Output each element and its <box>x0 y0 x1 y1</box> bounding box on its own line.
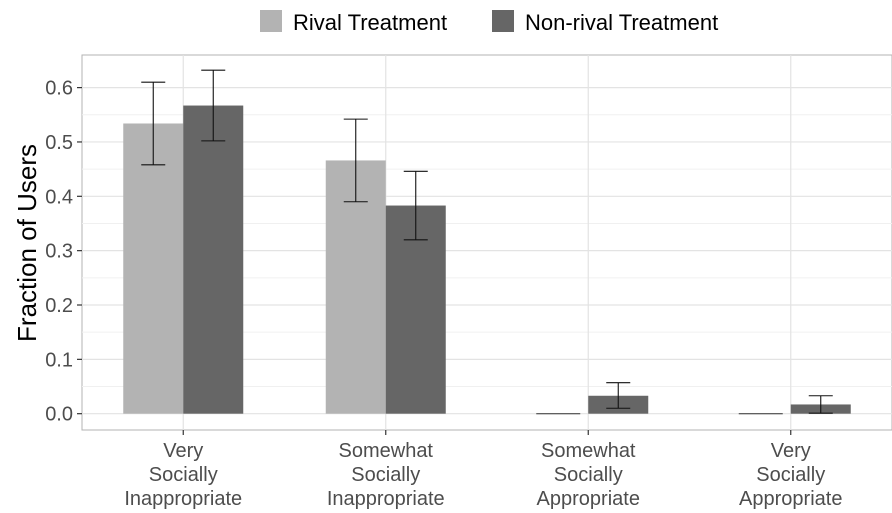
y-tick-label: 0.6 <box>45 78 73 100</box>
y-tick-label: 0.3 <box>45 241 73 263</box>
legend-item-0: Rival Treatment <box>260 10 447 35</box>
x-tick-label-line: Socially <box>351 464 420 486</box>
x-tick-label: Very Socially Inappropriate <box>124 440 242 510</box>
y-tick-label: 0.2 <box>45 295 73 317</box>
x-tick-label-line: Somewhat <box>339 440 434 462</box>
x-tick-label-line: Very <box>163 440 203 462</box>
x-tick-label-line: Somewhat <box>541 440 636 462</box>
error-bar-0-1 <box>343 118 368 203</box>
y-tick-label: 0.4 <box>45 186 73 208</box>
bar-0-1 <box>325 160 386 414</box>
error-bar-1-3 <box>808 395 833 414</box>
error-bar-1-2 <box>606 382 631 409</box>
error-bar-0-0 <box>141 81 166 166</box>
x-tick-label-line: Appropriate <box>739 488 842 510</box>
x-tick-label-line: Very <box>771 440 811 462</box>
x-tick-label: Somewhat Socially Appropriate <box>537 440 640 510</box>
x-tick-label-line: Appropriate <box>537 488 640 510</box>
x-tick-label-line: Socially <box>756 464 825 486</box>
y-tick-label: 0.0 <box>45 404 73 426</box>
y-tick-label: 0.5 <box>45 132 73 154</box>
y-tick-label: 0.1 <box>45 349 73 371</box>
bar-1-0 <box>183 105 244 414</box>
legend-label: Non-rival Treatment <box>525 10 718 35</box>
bar-0-0 <box>123 123 184 414</box>
x-tick-label-line: Inappropriate <box>327 488 445 510</box>
legend-item-1: Non-rival Treatment <box>492 10 718 35</box>
legend: Rival Treatment Non-rival Treatment <box>260 10 718 35</box>
x-tick-label-line: Inappropriate <box>124 488 242 510</box>
x-tick-label-line: Socially <box>554 464 623 486</box>
error-bar-1-1 <box>403 170 428 241</box>
error-bar-1-0 <box>201 69 226 142</box>
legend-swatch <box>260 10 282 32</box>
legend-label: Rival Treatment <box>293 10 447 35</box>
legend-swatch <box>492 10 514 32</box>
y-axis-title: Fraction of Users <box>12 144 42 342</box>
x-tick-label: Very Socially Appropriate <box>739 440 842 510</box>
x-tick-label-line: Socially <box>149 464 218 486</box>
x-tick-label: Somewhat Socially Inappropriate <box>327 440 445 510</box>
